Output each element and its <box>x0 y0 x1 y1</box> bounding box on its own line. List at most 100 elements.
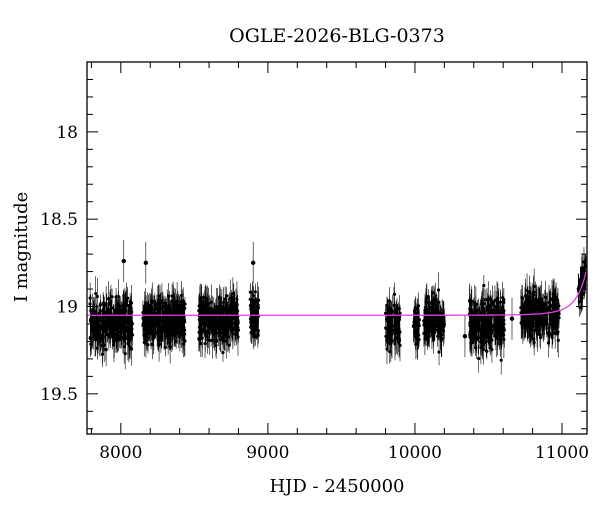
data-point <box>397 329 401 348</box>
data-point <box>385 329 389 352</box>
data-point <box>95 277 99 316</box>
data-point <box>488 303 492 339</box>
data-point <box>102 328 106 363</box>
data-point <box>253 306 257 328</box>
data-point <box>524 300 528 338</box>
data-point <box>531 276 536 314</box>
data-point <box>439 323 443 357</box>
x-tick-label: 9000 <box>246 443 289 463</box>
data-point <box>414 321 418 352</box>
data-point <box>143 241 149 284</box>
data-point <box>104 333 108 367</box>
data-point <box>94 276 98 311</box>
data-point <box>91 305 95 330</box>
data-point <box>199 301 203 318</box>
data-point <box>468 313 472 351</box>
data-point <box>385 318 389 340</box>
data-point <box>522 319 526 336</box>
data-point <box>121 240 126 283</box>
data-point <box>526 286 530 309</box>
data-point <box>387 313 391 332</box>
data-point <box>429 295 433 310</box>
data-point <box>170 291 174 310</box>
data-point <box>180 315 184 354</box>
data-point <box>519 289 523 326</box>
data-point <box>157 315 161 348</box>
data-point <box>553 292 557 314</box>
data-point <box>89 302 93 337</box>
data-point <box>525 287 529 319</box>
data-point <box>157 284 161 308</box>
data-point <box>110 295 114 321</box>
data-point <box>182 323 186 357</box>
data-point <box>128 318 132 338</box>
data-point <box>221 343 225 363</box>
data-point <box>171 311 175 326</box>
data-point <box>248 283 252 301</box>
data-point <box>92 319 97 341</box>
data-point <box>123 337 127 370</box>
y-axis-label: I magnitude <box>11 192 32 303</box>
data-point <box>436 304 440 340</box>
data-point <box>216 295 220 327</box>
data-point <box>553 317 557 349</box>
data-point <box>236 306 240 335</box>
data-point <box>490 336 494 363</box>
data-point <box>101 291 105 315</box>
data-point <box>495 308 499 340</box>
data-point <box>484 289 488 311</box>
x-tick-label: 10000 <box>388 443 442 463</box>
x-tick-label: 11000 <box>535 443 589 463</box>
data-point <box>114 313 118 345</box>
data-point <box>436 325 440 347</box>
data-point <box>398 304 402 322</box>
data-point <box>204 303 208 322</box>
data-point <box>106 296 110 323</box>
data-point <box>256 295 260 315</box>
data-point <box>499 345 503 375</box>
data-point <box>250 290 254 325</box>
data-point <box>431 324 436 347</box>
data-point <box>476 308 480 337</box>
data-point <box>480 323 484 339</box>
data-point <box>248 310 253 328</box>
axis-ticks: 8000 9000 10000 11000 18 18.5 19 19.5 <box>40 62 589 463</box>
data-point <box>537 313 541 332</box>
data-point <box>254 327 258 346</box>
data-point <box>509 297 515 340</box>
data-point <box>469 310 474 347</box>
data-point <box>112 327 116 358</box>
data-point <box>203 314 207 337</box>
data-point <box>532 329 536 349</box>
data-point <box>472 316 477 335</box>
data-point <box>94 317 98 352</box>
data-point <box>423 301 427 340</box>
data-point <box>161 292 165 323</box>
model-curve <box>87 267 588 316</box>
data-point <box>556 323 560 340</box>
data-point <box>580 276 584 310</box>
data-point <box>219 321 223 342</box>
y-tick-label: 19.5 <box>40 385 78 405</box>
data-point <box>487 326 491 350</box>
data-point <box>498 289 503 315</box>
data-point <box>498 331 502 357</box>
data-point <box>485 343 489 360</box>
data-point <box>483 318 487 352</box>
data-point <box>256 327 260 343</box>
data-point <box>527 292 531 331</box>
data-point <box>163 338 167 357</box>
data-point <box>172 294 177 328</box>
data-point <box>216 313 220 343</box>
data-point <box>227 292 232 328</box>
data-point <box>500 314 504 334</box>
data-point <box>179 285 183 319</box>
data-point <box>384 304 388 323</box>
data-point <box>417 321 421 350</box>
data-point <box>143 324 147 345</box>
data-point <box>130 292 134 332</box>
data-point <box>477 313 481 343</box>
chart-title: OGLE-2026-BLG-0373 <box>229 25 445 47</box>
y-tick-label: 19 <box>56 298 78 318</box>
